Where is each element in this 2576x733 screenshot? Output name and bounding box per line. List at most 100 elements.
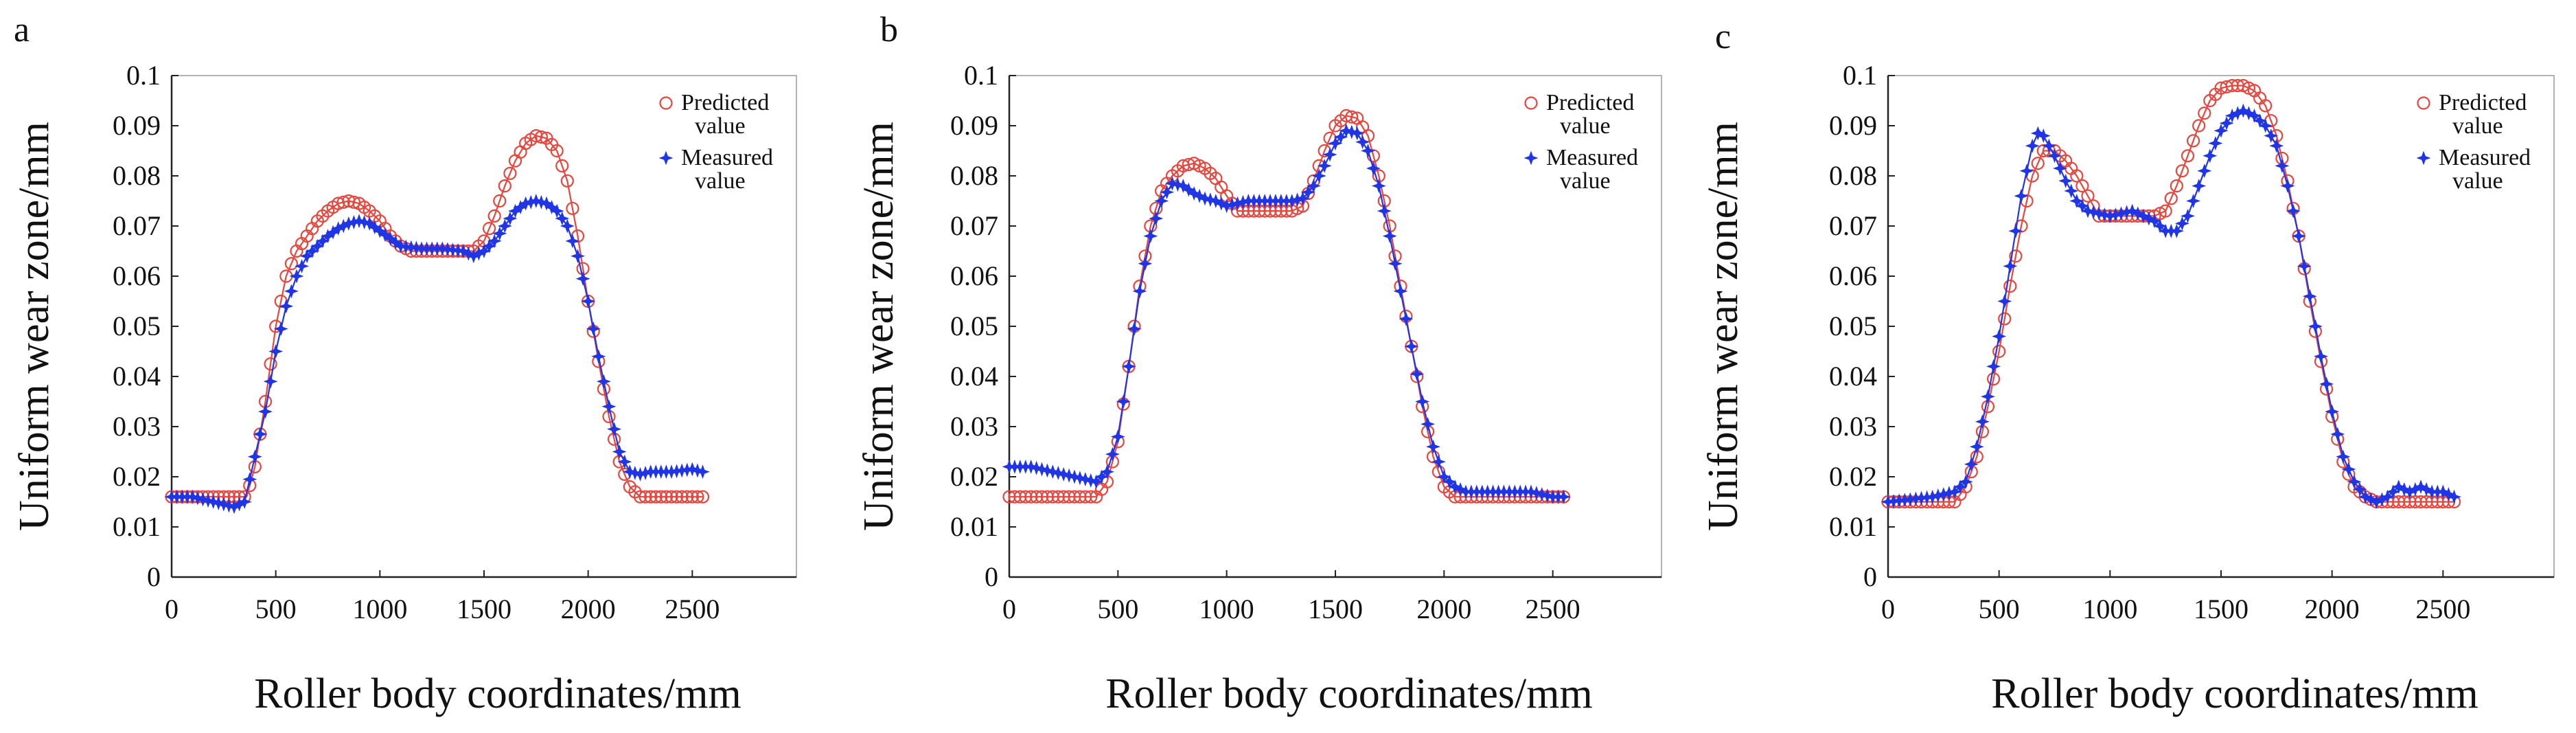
- data-point: [305, 244, 320, 258]
- data-point: [1138, 256, 1153, 271]
- data-point: [2159, 204, 2172, 218]
- data-point: [555, 159, 569, 172]
- legend-label-measured: Measured: [2439, 145, 2531, 170]
- data-point: [2253, 113, 2268, 128]
- data-point: [2219, 115, 2234, 131]
- data-point: [1345, 110, 1359, 124]
- data-point: [388, 235, 403, 250]
- data-point: [659, 490, 674, 504]
- data-point: [2341, 462, 2356, 477]
- y-tick-label: 0.08: [113, 160, 161, 191]
- x-axis-label: Roller body coordinates/mm: [1991, 670, 2478, 717]
- data-point: [264, 357, 277, 371]
- data-point: [221, 498, 236, 513]
- data-point: [2447, 489, 2461, 504]
- data-point: [1008, 490, 1022, 504]
- data-point: [560, 218, 575, 234]
- data-point: [1523, 484, 1539, 499]
- data-point: [596, 374, 611, 389]
- data-point: [529, 194, 544, 208]
- series-predicted: [1002, 109, 1571, 504]
- data-point: [534, 130, 549, 144]
- data-point: [2213, 123, 2229, 138]
- data-point: [487, 234, 502, 249]
- data-point: [461, 246, 476, 261]
- data-point: [1056, 466, 1071, 482]
- legend-label-predicted-2: value: [2452, 113, 2503, 139]
- data-point: [258, 404, 273, 419]
- data-point: [1078, 472, 1093, 487]
- y-axis-label: Uniform wear zone/mm: [855, 122, 902, 531]
- y-tick-label: 0.03: [1829, 411, 1877, 442]
- legend-marker-predicted: [659, 96, 673, 110]
- series-line: [1887, 109, 2454, 503]
- data-point: [1089, 474, 1104, 489]
- data-point: [1019, 490, 1033, 504]
- data-point: [1203, 192, 1218, 207]
- data-point: [357, 215, 372, 229]
- data-point: [2198, 106, 2211, 120]
- data-point: [1062, 490, 1076, 504]
- data-point: [1540, 488, 1555, 503]
- x-tick-label: 0: [165, 594, 179, 624]
- series-line: [1009, 115, 1564, 498]
- data-point: [2064, 183, 2079, 199]
- data-point: [487, 209, 501, 223]
- x-tick-label: 1500: [1308, 594, 1363, 624]
- data-point: [1339, 123, 1354, 138]
- data-point: [2181, 208, 2195, 223]
- data-point: [1072, 471, 1088, 486]
- data-point: [2030, 126, 2045, 141]
- data-point: [383, 231, 398, 246]
- data-point: [310, 238, 325, 253]
- series-measured: [1002, 123, 1571, 504]
- data-point: [315, 234, 330, 249]
- data-point: [1556, 489, 1571, 504]
- data-point: [1388, 256, 1403, 271]
- data-point: [482, 222, 496, 236]
- data-point: [352, 214, 367, 229]
- data-point: [2314, 349, 2328, 364]
- data-point: [649, 490, 663, 504]
- data-point: [1322, 147, 1337, 162]
- data-point: [1024, 459, 1039, 474]
- data-point: [2136, 208, 2151, 223]
- data-point: [1160, 185, 1175, 200]
- data-point: [196, 492, 210, 507]
- data-point: [680, 490, 694, 504]
- data-point: [555, 211, 570, 226]
- x-tick-label: 0: [1002, 594, 1016, 624]
- data-point: [190, 490, 205, 506]
- data-point: [284, 257, 299, 271]
- data-point: [1421, 416, 1436, 431]
- x-tick-label: 2000: [1416, 594, 1471, 624]
- data-point: [1029, 490, 1044, 504]
- data-point: [2319, 376, 2334, 392]
- data-point: [2186, 134, 2200, 148]
- x-tick-label: 500: [1979, 594, 2020, 624]
- data-point: [299, 249, 314, 264]
- data-point: [1165, 176, 1180, 191]
- data-point: [498, 179, 511, 193]
- legend-marker-measured: [2416, 150, 2431, 166]
- data-point: [321, 229, 335, 244]
- data-point: [1410, 366, 1425, 381]
- data-point: [2358, 489, 2373, 504]
- data-point: [362, 216, 377, 231]
- data-point: [1377, 203, 1392, 218]
- y-tick-label: 0.07: [950, 210, 998, 241]
- data-point: [571, 249, 585, 264]
- x-tick-label: 1000: [1199, 594, 1254, 624]
- x-tick-label: 500: [255, 594, 297, 624]
- data-point: [1061, 468, 1077, 483]
- data-point: [1105, 447, 1120, 462]
- data-point: [1371, 179, 1386, 194]
- data-point: [628, 466, 643, 480]
- data-point: [1083, 473, 1099, 488]
- y-tick-label: 0.08: [950, 160, 998, 191]
- data-point: [378, 227, 393, 243]
- data-point: [1447, 480, 1462, 495]
- data-point: [2308, 319, 2323, 334]
- data-point: [639, 490, 652, 504]
